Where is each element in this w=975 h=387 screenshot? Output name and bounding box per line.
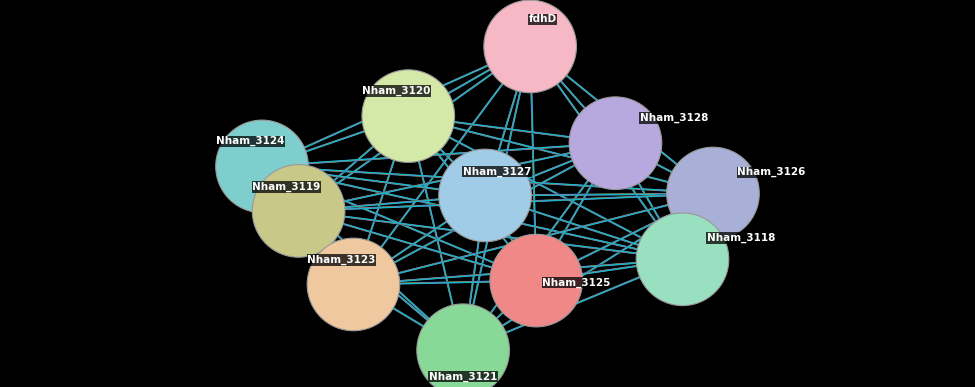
Ellipse shape xyxy=(417,304,509,387)
Ellipse shape xyxy=(253,164,345,257)
Ellipse shape xyxy=(636,213,729,306)
Ellipse shape xyxy=(489,234,583,327)
Text: Nham_3127: Nham_3127 xyxy=(463,166,531,176)
Text: Nham_3128: Nham_3128 xyxy=(640,113,708,123)
Text: Nham_3123: Nham_3123 xyxy=(307,255,375,265)
Ellipse shape xyxy=(439,149,531,242)
Text: Nham_3124: Nham_3124 xyxy=(215,136,284,146)
Ellipse shape xyxy=(307,238,400,331)
Text: Nham_3126: Nham_3126 xyxy=(737,167,805,177)
Ellipse shape xyxy=(667,147,760,240)
Ellipse shape xyxy=(215,120,308,213)
Ellipse shape xyxy=(569,97,662,190)
Text: fdhD: fdhD xyxy=(528,14,557,24)
Text: Nham_3118: Nham_3118 xyxy=(707,233,775,243)
Ellipse shape xyxy=(362,70,454,163)
Text: Nham_3121: Nham_3121 xyxy=(429,372,497,382)
Text: Nham_3119: Nham_3119 xyxy=(253,182,321,192)
Ellipse shape xyxy=(484,0,576,93)
Text: Nham_3125: Nham_3125 xyxy=(542,277,610,288)
Text: Nham_3120: Nham_3120 xyxy=(362,86,430,96)
